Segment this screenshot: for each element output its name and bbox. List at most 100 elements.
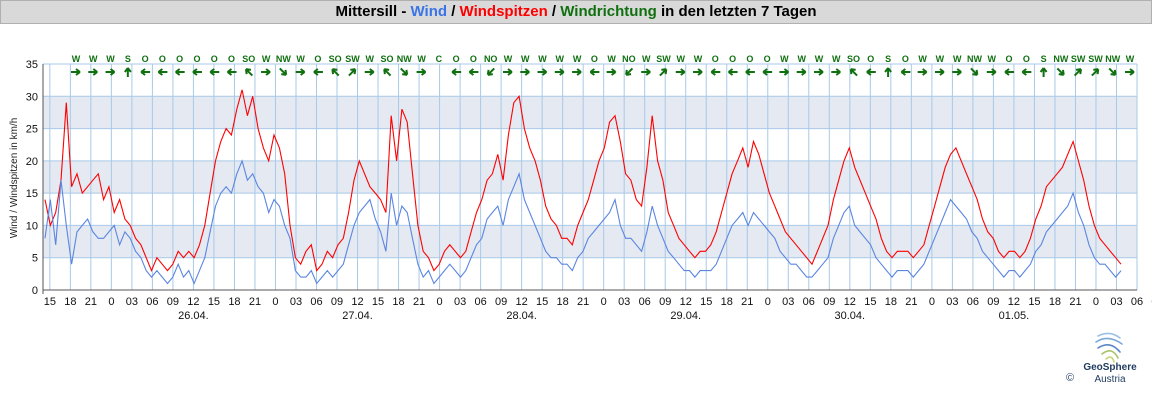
direction-label: W xyxy=(504,54,513,64)
direction-arrow-icon xyxy=(468,68,479,76)
x-tick-label: 03 xyxy=(782,296,794,308)
direction-label: SW xyxy=(1071,54,1086,64)
x-tick-label: 15 xyxy=(372,296,384,308)
direction-arrow-icon xyxy=(88,68,98,76)
direction-label: NW xyxy=(967,54,982,64)
x-tick-label: 21 xyxy=(577,296,589,308)
x-tick-label: 21 xyxy=(85,296,97,308)
title-sep-2: / xyxy=(447,3,460,20)
direction-arrow-icon xyxy=(952,68,962,76)
direction-arrow-icon xyxy=(416,68,427,76)
direction-arrow-icon xyxy=(209,68,220,76)
x-tick-label: 03 xyxy=(290,296,302,308)
direction-label: O xyxy=(159,54,166,64)
date-labels: 26.04.27.04.28.04.29.04.30.04.01.05.02.0… xyxy=(178,310,1029,322)
direction-arrow-icon xyxy=(1073,68,1082,77)
direction-label: SO xyxy=(329,54,342,64)
x-tick-label: 06 xyxy=(967,296,979,308)
direction-arrow-icon xyxy=(1039,67,1048,77)
direction-label: O xyxy=(712,54,719,64)
y-tick-label: 10 xyxy=(26,220,38,232)
direction-arrow-icon xyxy=(192,68,202,76)
direction-label: NW xyxy=(1105,54,1120,64)
direction-label: SW xyxy=(1088,54,1103,64)
copyright-symbol: © xyxy=(1066,372,1075,384)
title-sep-3: / xyxy=(547,3,561,20)
logo-subtitle: Austria xyxy=(1094,374,1126,385)
x-tick-label: 0 xyxy=(1093,296,1099,308)
x-tick-label: 0 xyxy=(108,296,114,308)
direction-label: W xyxy=(832,54,841,64)
date-label: 26.04. xyxy=(178,310,209,322)
series-lines xyxy=(44,89,1122,285)
x-tick-label: 12 xyxy=(680,296,692,308)
x-tick-label: 06 xyxy=(310,296,322,308)
date-label: 28.04. xyxy=(506,310,537,322)
direction-arrow-icon xyxy=(727,68,738,76)
x-tick-label: 03 xyxy=(946,296,958,308)
x-tick-label: 18 xyxy=(64,296,76,308)
x-tick-label: 06 xyxy=(639,296,651,308)
direction-arrow-icon xyxy=(520,68,530,76)
direction-arrow-icon xyxy=(1108,67,1117,76)
y-tick-label: 25 xyxy=(26,124,38,136)
x-tick-label: 03 xyxy=(126,296,138,308)
direction-label: W xyxy=(262,54,271,64)
x-tick-label: 0 xyxy=(437,296,443,308)
date-label: 27.04. xyxy=(342,310,373,322)
x-tick-label: 18 xyxy=(721,296,733,308)
direction-label: W xyxy=(1126,54,1135,64)
direction-arrow-icon xyxy=(796,68,807,76)
x-tick-label: 21 xyxy=(1069,296,1081,308)
geosphere-logo-icon xyxy=(1095,332,1123,363)
direction-label: NO xyxy=(484,54,498,64)
x-tick-label: 0 xyxy=(272,296,278,308)
y-tick-label: 35 xyxy=(26,59,38,71)
title-gusts: Windspitzen xyxy=(459,3,548,20)
plot-band xyxy=(43,96,1137,129)
date-label: 29.04. xyxy=(670,310,701,322)
direction-arrow-icon xyxy=(451,68,462,76)
x-tick-label: 06 xyxy=(146,296,158,308)
direction-label: O xyxy=(176,54,183,64)
direction-label: NO xyxy=(622,54,636,64)
direction-row: W W W S O O O O O O SO W NW W O SO SW W SO NW W C O O NO W W W W W O W N… xyxy=(71,54,1135,77)
direction-arrow-icon xyxy=(157,68,168,76)
direction-arrow-icon xyxy=(762,68,773,76)
x-tick-label: 03 xyxy=(618,296,630,308)
chart-title: Mittersill - Wind / Windspitzen / Windri… xyxy=(0,0,1152,24)
x-tick-label: 06 xyxy=(803,296,815,308)
direction-arrow-icon xyxy=(866,68,876,76)
direction-arrow-icon xyxy=(625,67,634,76)
direction-label: O xyxy=(746,54,753,64)
direction-label: W xyxy=(607,54,616,64)
x-tick-label: 18 xyxy=(1049,296,1061,308)
y-tick-label: 30 xyxy=(26,91,38,103)
direction-arrow-icon xyxy=(849,68,858,77)
x-tick-label: 0 xyxy=(929,296,935,308)
direction-label: SW xyxy=(345,54,360,64)
direction-label: W xyxy=(953,54,962,64)
direction-arrow-icon xyxy=(710,68,721,76)
direction-arrow-icon xyxy=(1056,67,1065,76)
direction-label: W xyxy=(677,54,686,64)
direction-label: O xyxy=(902,54,909,64)
direction-arrow-icon xyxy=(124,67,132,77)
direction-arrow-icon xyxy=(175,68,185,76)
direction-arrow-icon xyxy=(261,68,271,76)
direction-arrow-icon xyxy=(331,68,340,77)
direction-arrow-icon xyxy=(1091,68,1100,77)
direction-arrow-icon xyxy=(348,68,357,77)
x-tick-label: 09 xyxy=(987,296,999,308)
logo-name: GeoSphere xyxy=(1083,362,1137,373)
direction-label: W xyxy=(365,54,374,64)
direction-label: O xyxy=(729,54,736,64)
direction-arrow-icon xyxy=(1004,68,1015,76)
y-tick-label: 20 xyxy=(26,156,38,168)
x-tick-label: 09 xyxy=(495,296,507,308)
y-tick-labels: 0 5 10 15 20 25 30 35 xyxy=(26,59,38,297)
title-sep-1: - xyxy=(397,3,411,20)
direction-label: O xyxy=(1023,54,1030,64)
x-tick-label: 12 xyxy=(1008,296,1020,308)
direction-arrow-icon xyxy=(589,68,600,76)
